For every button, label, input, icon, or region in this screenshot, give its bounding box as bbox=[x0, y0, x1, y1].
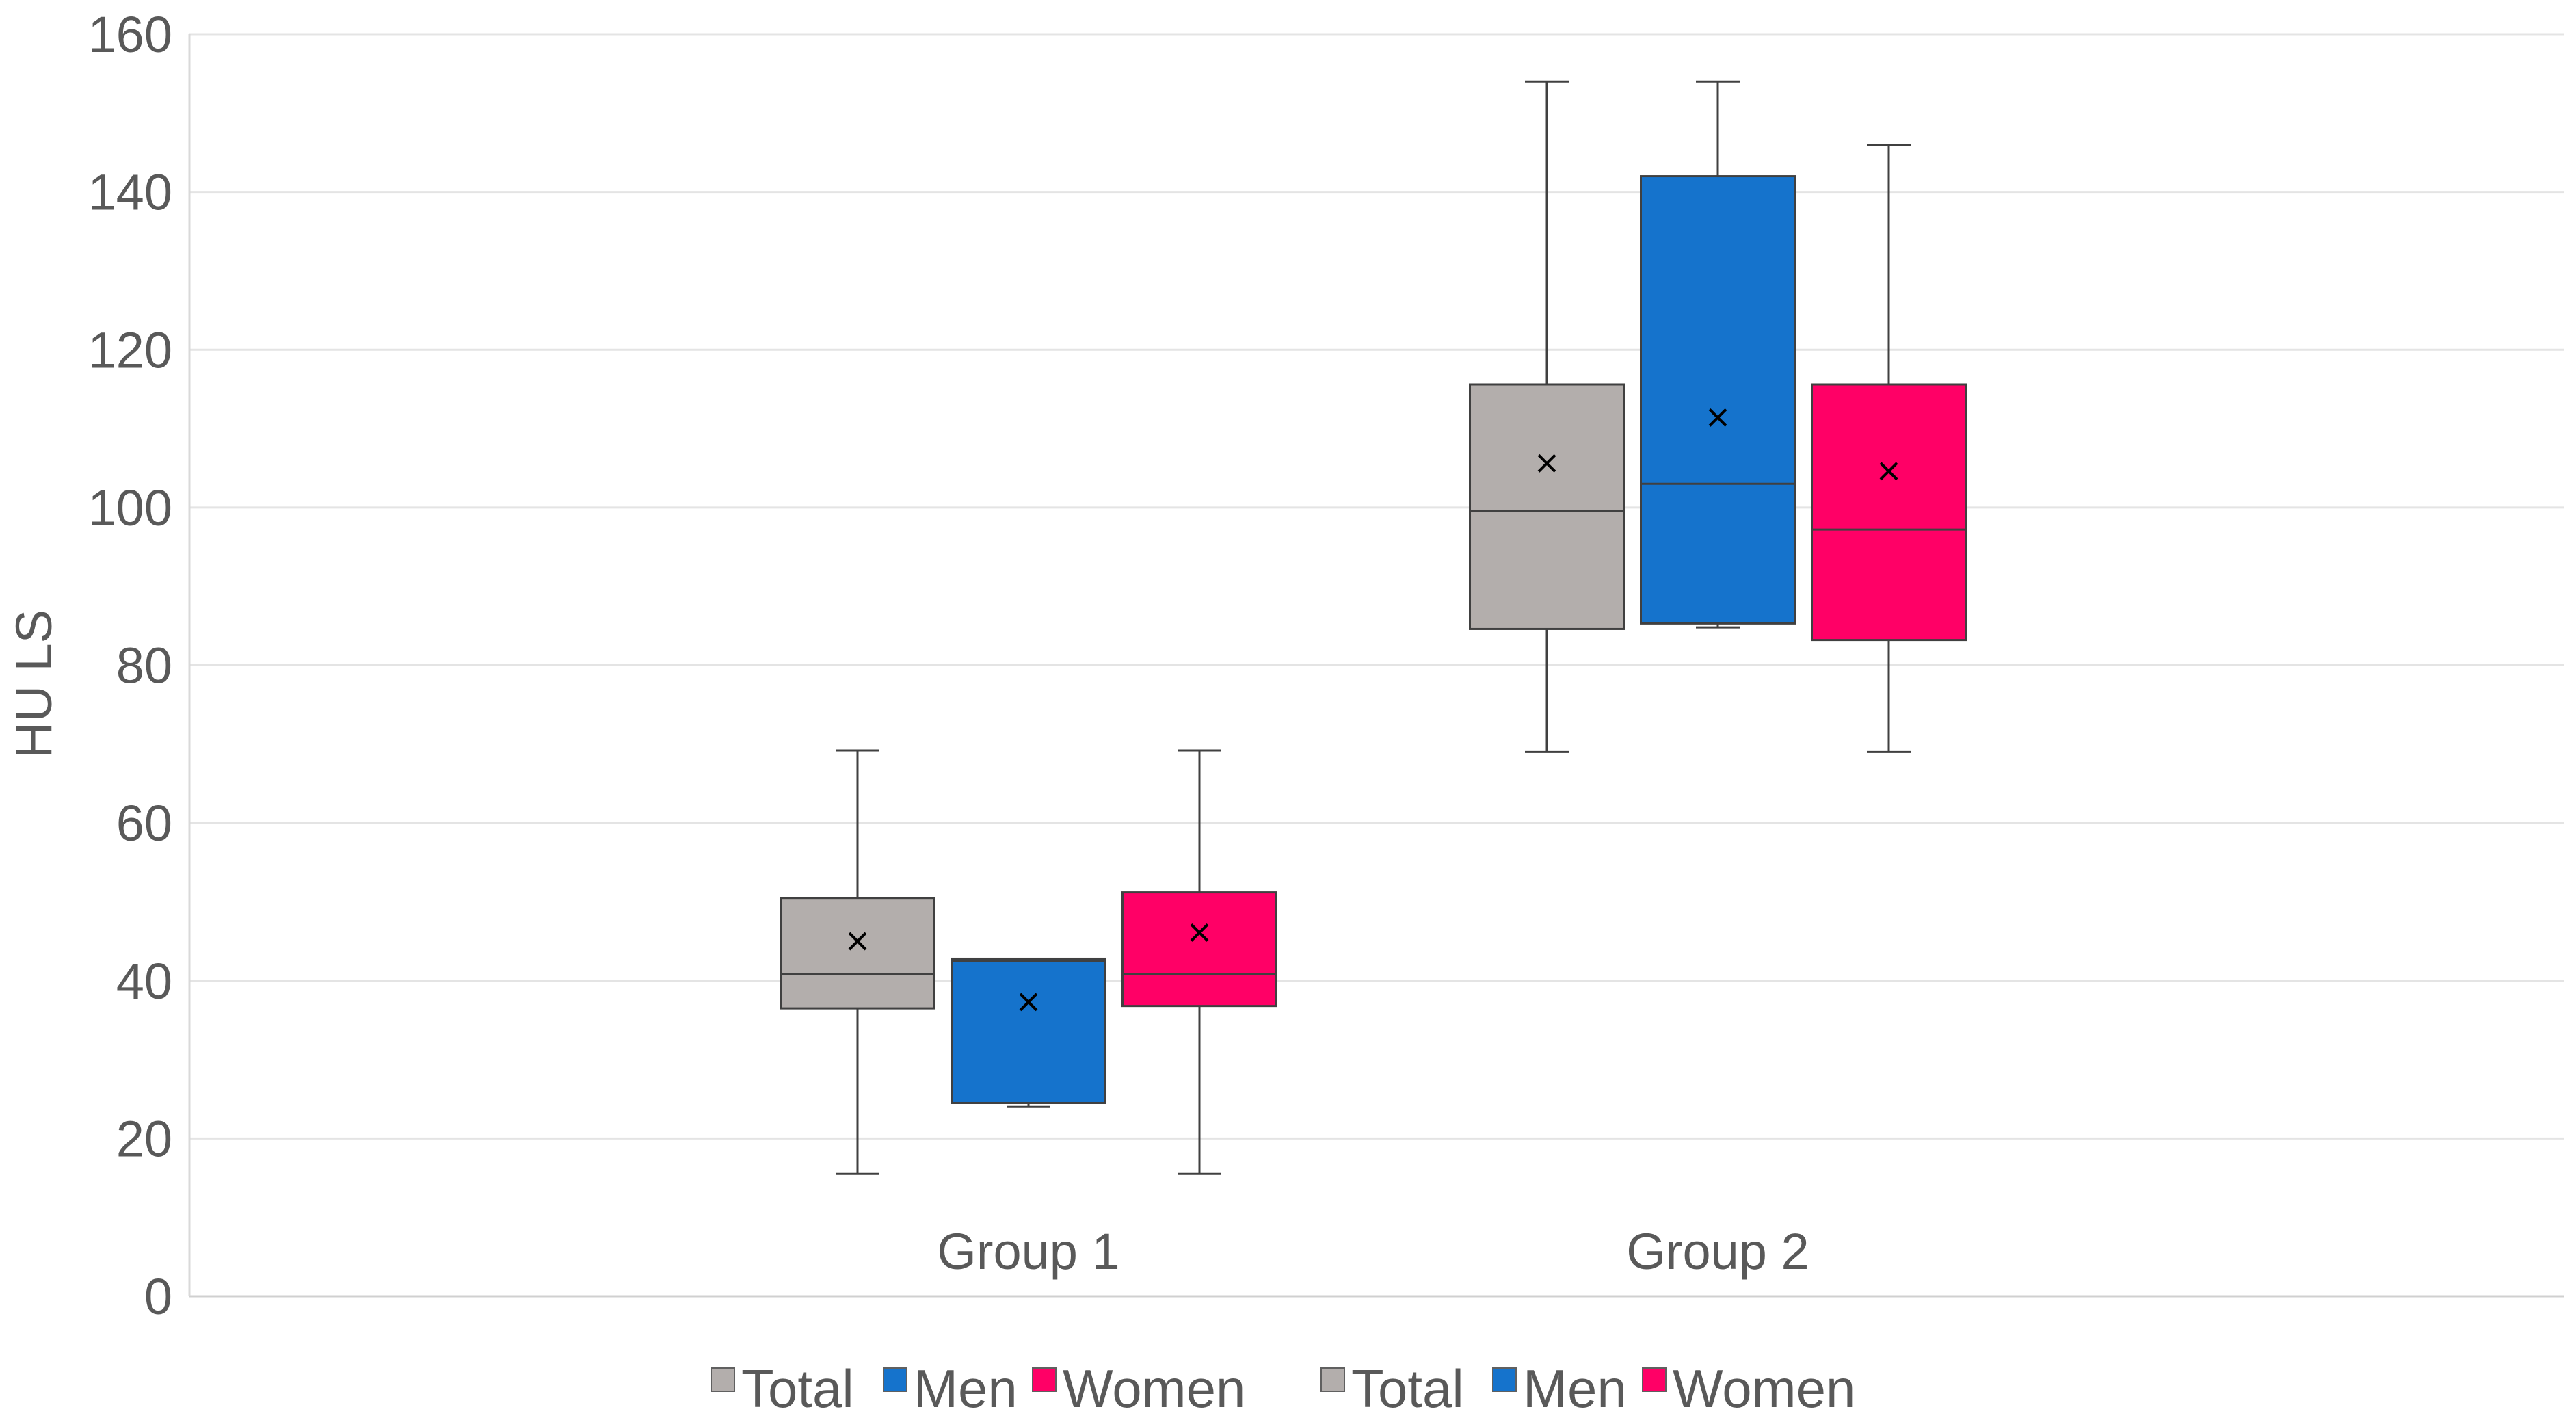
legend-item-women: Women bbox=[1032, 1358, 1245, 1418]
legend-swatch bbox=[883, 1367, 907, 1392]
mean-marker bbox=[1190, 923, 1209, 942]
y-tick-label: 80 bbox=[116, 638, 172, 694]
category-label: Group 2 bbox=[1626, 1223, 1809, 1280]
legend: Total Men Women Total Men Women bbox=[711, 1358, 1855, 1418]
category-label: Group 1 bbox=[937, 1223, 1119, 1280]
box-women-2 bbox=[1811, 143, 1967, 753]
y-tick-label: 100 bbox=[88, 480, 172, 536]
legend-swatch bbox=[1032, 1367, 1057, 1392]
y-axis-title: HU LS bbox=[5, 609, 62, 759]
y-tick-label: 160 bbox=[88, 6, 172, 63]
legend-label: Men bbox=[914, 1358, 1018, 1418]
iqr-box bbox=[951, 957, 1106, 1104]
legend-swatch bbox=[1492, 1367, 1517, 1392]
mean-marker bbox=[1708, 408, 1727, 427]
legend-item-women: Women bbox=[1642, 1358, 1855, 1418]
mean-marker bbox=[1019, 993, 1038, 1012]
box-total-2 bbox=[1469, 80, 1625, 753]
y-tick-label: 0 bbox=[144, 1268, 172, 1325]
iqr-box bbox=[1811, 383, 1967, 642]
box-men-1 bbox=[951, 957, 1106, 1108]
legend-item-total: Total bbox=[1320, 1358, 1464, 1418]
y-tick-label: 40 bbox=[116, 953, 172, 1010]
legend-item-men: Men bbox=[883, 1358, 1018, 1418]
iqr-box bbox=[780, 897, 935, 1010]
y-tick-label: 60 bbox=[116, 795, 172, 852]
y-tick-label: 140 bbox=[88, 164, 172, 221]
mean-marker bbox=[848, 932, 867, 951]
legend-label: Women bbox=[1063, 1358, 1245, 1418]
x-axis-category-labels: Group 1 Group 2 bbox=[937, 1223, 1809, 1280]
box-total-1 bbox=[780, 749, 935, 1175]
iqr-box bbox=[1469, 383, 1625, 630]
legend-label: Men bbox=[1523, 1358, 1627, 1418]
mean-marker bbox=[1537, 454, 1556, 473]
legend-swatch bbox=[1642, 1367, 1667, 1392]
box-men-2 bbox=[1640, 80, 1796, 629]
legend-swatch bbox=[1320, 1367, 1345, 1392]
gridlines bbox=[188, 33, 2564, 1298]
legend-label: Total bbox=[741, 1358, 854, 1418]
box-series bbox=[780, 80, 1967, 1175]
y-axis-tick-labels: 0 20 40 60 80 100 120 140 160 bbox=[88, 6, 172, 1325]
legend-label: Total bbox=[1351, 1358, 1464, 1418]
iqr-box bbox=[1121, 891, 1277, 1008]
box-women-1 bbox=[1121, 749, 1277, 1175]
y-tick-label: 120 bbox=[88, 321, 172, 378]
y-tick-label: 20 bbox=[116, 1110, 172, 1167]
legend-swatch bbox=[711, 1367, 735, 1392]
iqr-box bbox=[1640, 175, 1796, 625]
legend-label: Women bbox=[1673, 1358, 1855, 1418]
legend-item-total: Total bbox=[711, 1358, 854, 1418]
mean-marker bbox=[1879, 462, 1898, 481]
legend-item-men: Men bbox=[1492, 1358, 1627, 1418]
